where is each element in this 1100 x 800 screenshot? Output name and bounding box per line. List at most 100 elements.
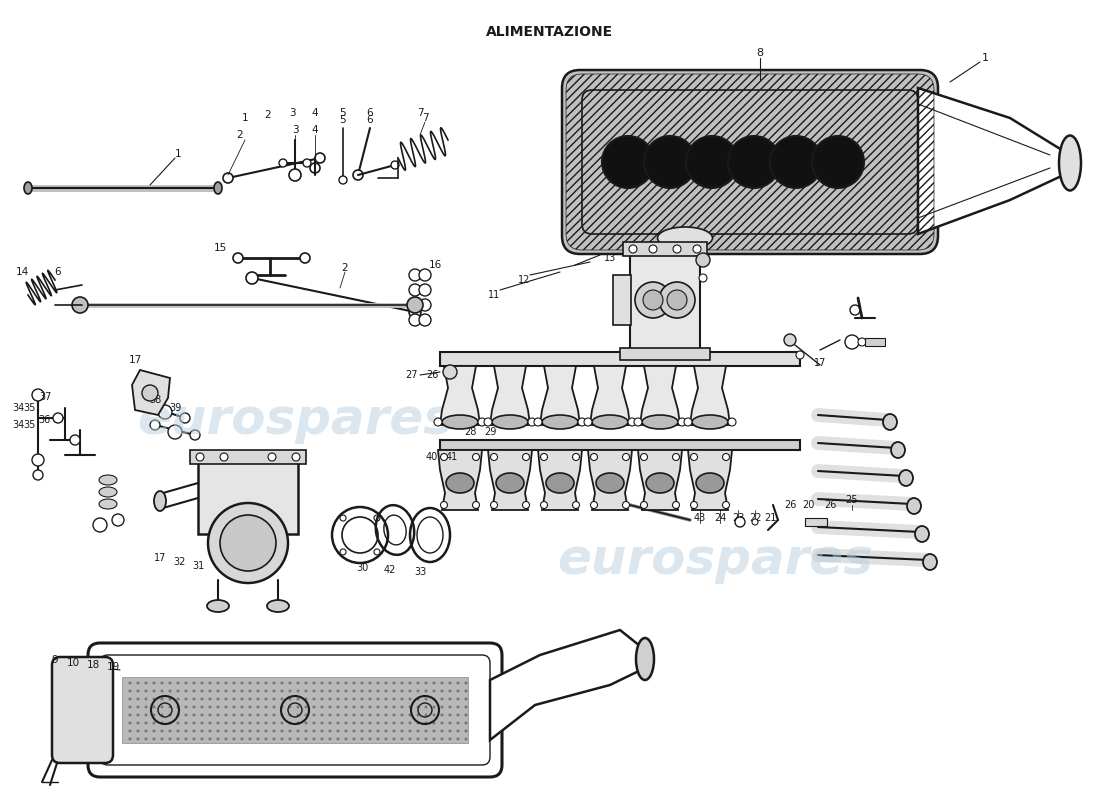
Circle shape (176, 706, 179, 709)
Circle shape (522, 502, 529, 509)
Circle shape (310, 163, 320, 173)
Circle shape (176, 682, 179, 685)
Ellipse shape (658, 227, 713, 249)
Circle shape (456, 730, 460, 733)
Circle shape (273, 706, 275, 709)
Circle shape (297, 706, 299, 709)
Circle shape (484, 418, 492, 426)
Text: 5: 5 (340, 115, 346, 125)
Circle shape (408, 698, 411, 701)
Circle shape (217, 698, 220, 701)
Bar (630, 250, 700, 350)
Circle shape (344, 738, 348, 741)
Circle shape (297, 722, 299, 725)
Circle shape (279, 159, 287, 167)
Text: 12: 12 (518, 275, 530, 285)
Circle shape (312, 706, 316, 709)
Text: 23: 23 (732, 513, 745, 523)
Circle shape (180, 413, 190, 423)
Text: 4: 4 (311, 108, 318, 118)
Circle shape (407, 297, 424, 313)
Circle shape (352, 730, 355, 733)
Circle shape (623, 502, 629, 509)
Circle shape (196, 453, 204, 461)
Circle shape (491, 502, 497, 509)
Circle shape (432, 698, 436, 701)
Text: 39: 39 (169, 403, 182, 413)
Circle shape (168, 706, 172, 709)
Text: 8: 8 (757, 48, 763, 58)
Circle shape (129, 730, 132, 733)
Circle shape (723, 454, 729, 461)
Circle shape (432, 730, 436, 733)
Circle shape (449, 698, 451, 701)
Circle shape (591, 502, 597, 509)
Circle shape (329, 690, 331, 693)
Circle shape (352, 714, 355, 717)
Circle shape (256, 682, 260, 685)
Circle shape (845, 335, 859, 349)
Circle shape (185, 722, 187, 725)
Circle shape (288, 682, 292, 685)
Text: 38: 38 (148, 395, 161, 405)
Text: 17: 17 (154, 553, 166, 563)
Circle shape (153, 722, 155, 725)
Circle shape (288, 706, 292, 709)
Circle shape (300, 253, 310, 263)
Circle shape (209, 730, 211, 733)
Circle shape (129, 738, 132, 741)
Circle shape (693, 245, 701, 253)
Circle shape (161, 706, 164, 709)
Circle shape (217, 706, 220, 709)
Circle shape (208, 503, 288, 583)
Circle shape (344, 730, 348, 733)
Text: 19: 19 (107, 662, 120, 672)
Circle shape (329, 730, 331, 733)
Circle shape (473, 454, 480, 461)
Circle shape (400, 698, 404, 701)
Circle shape (858, 338, 866, 346)
Circle shape (224, 714, 228, 717)
Circle shape (209, 722, 211, 725)
Circle shape (770, 136, 822, 188)
Circle shape (273, 730, 275, 733)
Circle shape (368, 738, 372, 741)
Ellipse shape (442, 415, 478, 429)
Circle shape (456, 706, 460, 709)
Text: 6: 6 (366, 115, 373, 125)
Circle shape (312, 714, 316, 717)
Circle shape (249, 722, 252, 725)
Circle shape (425, 698, 428, 701)
Ellipse shape (891, 442, 905, 458)
Polygon shape (490, 630, 645, 740)
Circle shape (312, 730, 316, 733)
Circle shape (129, 714, 132, 717)
Circle shape (440, 698, 443, 701)
Circle shape (232, 698, 235, 701)
Circle shape (432, 722, 436, 725)
Circle shape (224, 730, 228, 733)
Text: 2: 2 (265, 110, 272, 120)
Circle shape (449, 738, 451, 741)
Circle shape (168, 682, 172, 685)
Circle shape (136, 690, 140, 693)
Circle shape (264, 722, 267, 725)
Circle shape (464, 682, 468, 685)
Text: 34: 34 (12, 403, 24, 413)
Ellipse shape (915, 526, 930, 542)
Circle shape (129, 722, 132, 725)
Circle shape (168, 738, 172, 741)
Circle shape (464, 698, 468, 701)
Circle shape (361, 698, 363, 701)
Circle shape (352, 738, 355, 741)
Polygon shape (488, 450, 532, 510)
Text: 31: 31 (191, 561, 205, 571)
Ellipse shape (692, 415, 728, 429)
Circle shape (209, 690, 211, 693)
Text: 1: 1 (175, 149, 182, 159)
Circle shape (408, 714, 411, 717)
Text: 7: 7 (417, 108, 424, 118)
Circle shape (337, 682, 340, 685)
Circle shape (144, 722, 147, 725)
Circle shape (640, 502, 648, 509)
